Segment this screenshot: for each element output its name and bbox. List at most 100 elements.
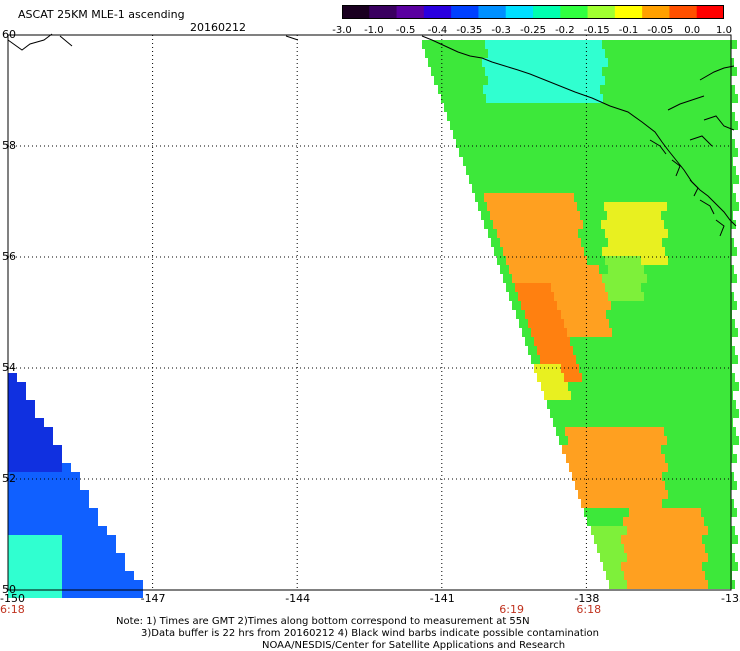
data-cell — [564, 319, 573, 328]
data-cell — [502, 193, 511, 202]
data-cell — [674, 67, 683, 76]
data-cell — [623, 229, 632, 238]
data-cell — [714, 310, 723, 319]
data-cell — [616, 418, 625, 427]
data-cell — [705, 310, 714, 319]
data-cell — [704, 490, 713, 499]
data-cell — [683, 40, 692, 49]
time-label: 6:18 — [576, 603, 602, 616]
data-cell — [80, 580, 89, 589]
data-cell — [587, 283, 596, 292]
data-cell — [589, 391, 598, 400]
data-cell — [647, 301, 656, 310]
data-cell — [506, 229, 515, 238]
data-cell — [696, 571, 705, 580]
data-cell — [35, 436, 44, 445]
plot-frame — [7, 34, 732, 591]
data-cell — [597, 337, 606, 346]
data-cell — [673, 166, 682, 175]
colorbar-tick-label: -0.15 — [583, 25, 610, 36]
data-cell — [581, 238, 590, 247]
data-cell — [618, 373, 627, 382]
data-cell — [521, 40, 530, 49]
data-cell — [690, 373, 699, 382]
data-cell — [35, 544, 44, 553]
data-cell — [696, 337, 705, 346]
note-line-1: Note: 1) Times are GMT 2)Times along bot… — [116, 616, 530, 627]
data-cell — [702, 121, 711, 130]
data-cell — [613, 436, 622, 445]
data-cell — [473, 58, 482, 67]
data-cell — [567, 355, 576, 364]
data-cell — [584, 508, 593, 517]
data-cell — [614, 517, 623, 526]
data-cell — [8, 553, 17, 562]
data-cell — [522, 121, 531, 130]
data-cell — [8, 499, 17, 508]
data-cell — [80, 571, 89, 580]
data-cell — [71, 571, 80, 580]
data-cell — [551, 256, 560, 265]
data-cell — [623, 517, 632, 526]
data-cell — [618, 553, 627, 562]
data-cell — [559, 202, 568, 211]
data-cell — [638, 40, 647, 49]
data-cell — [657, 148, 666, 157]
data-cell — [708, 373, 717, 382]
data-cell — [533, 76, 542, 85]
data-cell — [508, 157, 517, 166]
data-cell — [703, 382, 712, 391]
data-cell — [8, 535, 17, 544]
data-cell — [634, 418, 643, 427]
data-cell — [633, 130, 642, 139]
data-cell — [533, 229, 542, 238]
data-cell — [490, 211, 499, 220]
data-cell — [698, 238, 707, 247]
data-cell — [422, 40, 431, 49]
data-cell — [17, 400, 26, 409]
data-cell — [674, 247, 683, 256]
data-cell — [600, 112, 609, 121]
data-cell — [428, 58, 437, 67]
data-cell — [554, 265, 563, 274]
data-cell — [552, 130, 561, 139]
data-cell — [641, 490, 650, 499]
data-cell — [627, 373, 636, 382]
data-cell — [665, 274, 674, 283]
data-cell — [582, 112, 591, 121]
data-cell — [555, 85, 564, 94]
data-cell — [596, 463, 605, 472]
data-cell — [517, 211, 526, 220]
data-cell — [537, 139, 546, 148]
data-cell — [44, 517, 53, 526]
data-cell — [26, 544, 35, 553]
data-cell — [62, 499, 71, 508]
data-cell — [646, 427, 655, 436]
data-cell — [608, 292, 617, 301]
data-cell — [677, 229, 686, 238]
y-tick-label: 60 — [2, 28, 16, 41]
data-cell — [695, 463, 704, 472]
data-cell — [461, 49, 470, 58]
data-cell — [600, 346, 609, 355]
coastline-west — [7, 33, 299, 51]
data-cell — [714, 103, 723, 112]
data-cell — [674, 40, 683, 49]
data-cell — [614, 76, 623, 85]
data-cell — [498, 130, 507, 139]
colorbar — [342, 5, 724, 19]
data-cell — [722, 283, 731, 292]
coastline-islands — [649, 65, 735, 237]
data-cell — [576, 355, 585, 364]
data-cell — [593, 301, 602, 310]
data-cell — [661, 157, 670, 166]
data-cell — [598, 418, 607, 427]
data-cell — [685, 409, 694, 418]
data-cell — [568, 202, 577, 211]
data-cell — [500, 265, 509, 274]
data-cell — [701, 247, 710, 256]
data-cell — [676, 202, 685, 211]
data-cell — [671, 238, 680, 247]
data-cell — [581, 265, 590, 274]
data-cell — [546, 112, 555, 121]
